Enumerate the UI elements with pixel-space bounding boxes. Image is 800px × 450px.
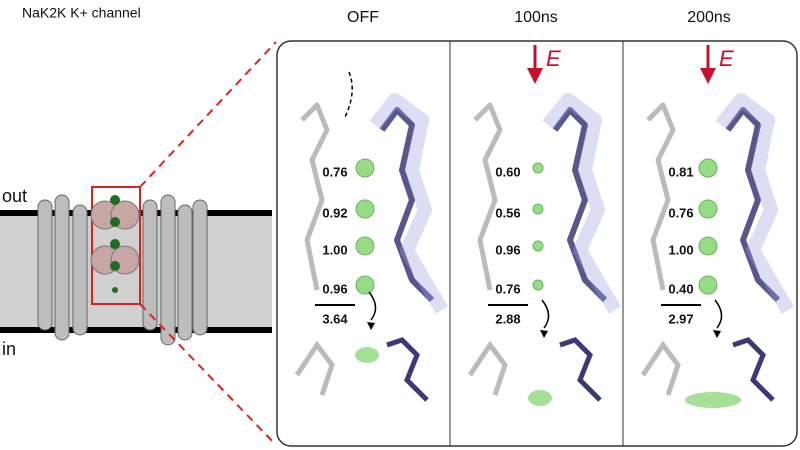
occupancy: 0.76 bbox=[322, 164, 347, 179]
ion-density bbox=[698, 275, 718, 295]
selection-box bbox=[91, 186, 141, 305]
residue-stick-blue bbox=[559, 337, 602, 402]
ion-density bbox=[355, 236, 375, 256]
residue-stick-gray bbox=[467, 340, 508, 396]
panel-title: 100ns bbox=[514, 9, 558, 26]
in-label: in bbox=[2, 339, 16, 359]
zoom-line bbox=[139, 41, 277, 188]
ion-density bbox=[355, 347, 379, 363]
ion-arrow-head bbox=[367, 322, 375, 330]
occupancy: 0.96 bbox=[322, 281, 347, 296]
panel-title: OFF bbox=[347, 9, 379, 26]
helix bbox=[72, 204, 88, 336]
zoom-line bbox=[139, 303, 277, 446]
ion-density bbox=[685, 392, 741, 408]
helix bbox=[192, 199, 208, 336]
occupancy: 0.96 bbox=[495, 242, 520, 257]
ion-arrow bbox=[714, 299, 723, 329]
ion-density bbox=[355, 158, 375, 178]
helix bbox=[177, 204, 193, 341]
pore bbox=[90, 195, 140, 293]
ion bbox=[110, 217, 120, 227]
ion-density bbox=[698, 236, 718, 256]
occupancy: 0.60 bbox=[495, 164, 520, 179]
helix bbox=[160, 194, 176, 346]
out-label: out bbox=[2, 186, 27, 206]
density-mesh bbox=[542, 93, 622, 314]
occupancy: 0.81 bbox=[668, 164, 693, 179]
field-label: E bbox=[546, 46, 561, 71]
density-mesh bbox=[369, 93, 449, 314]
residue-stick-blue bbox=[725, 107, 781, 303]
helix bbox=[142, 199, 158, 331]
ion-density bbox=[698, 158, 718, 178]
ion bbox=[110, 261, 120, 271]
ion-density bbox=[355, 275, 375, 295]
residue-stick-blue bbox=[732, 337, 775, 402]
residue-stick-blue bbox=[379, 107, 435, 303]
occupancy: 1.00 bbox=[322, 242, 347, 257]
residue-stick-gray bbox=[473, 102, 503, 291]
occupancy: 0.56 bbox=[495, 205, 520, 220]
ion-density bbox=[532, 240, 544, 252]
ion-density bbox=[532, 162, 544, 174]
figure-title: NaK2K K+ channel bbox=[22, 5, 141, 21]
residue-stick-gray bbox=[294, 340, 335, 396]
ion-arrow bbox=[541, 299, 550, 329]
helix bbox=[37, 199, 53, 331]
field-label: E bbox=[719, 46, 734, 71]
ion bbox=[110, 195, 120, 205]
protein bbox=[37, 194, 208, 346]
residue-stick-gray bbox=[646, 102, 676, 291]
panel-frame bbox=[276, 40, 798, 447]
residue-stick-gray bbox=[640, 340, 681, 396]
ion bbox=[112, 287, 118, 293]
ion-density bbox=[532, 203, 544, 215]
occupancy: 0.76 bbox=[668, 205, 693, 220]
residue-stick-blue bbox=[552, 107, 608, 303]
density-mesh bbox=[715, 93, 795, 314]
entry-arrow bbox=[344, 71, 353, 118]
ion-density bbox=[528, 390, 552, 406]
field-arrow-head bbox=[700, 68, 716, 84]
occupancy-total: 3.64 bbox=[322, 311, 348, 326]
panel: 200ns 0.81 0.76 1.00 0.40 2.97 E bbox=[640, 9, 795, 408]
occupancy: 0.76 bbox=[495, 281, 520, 296]
ion-arrow-head bbox=[713, 330, 721, 338]
ion-density bbox=[698, 199, 718, 219]
occupancy: 1.00 bbox=[668, 242, 693, 257]
ion bbox=[110, 239, 120, 249]
occupancy: 0.92 bbox=[322, 205, 347, 220]
residue-stick-gray bbox=[300, 102, 330, 291]
panel: 100ns 0.60 0.56 0.96 0.76 2.88 E bbox=[467, 9, 622, 406]
helix bbox=[54, 194, 70, 341]
occupancy-total: 2.88 bbox=[495, 311, 520, 326]
panel-title: 200ns bbox=[687, 9, 731, 26]
panel: OFF 0.76 0.92 1.00 0.96 3.64 bbox=[294, 9, 449, 402]
ion-arrow bbox=[368, 291, 377, 321]
ion-density bbox=[355, 199, 375, 219]
ion-arrow-head bbox=[540, 330, 548, 338]
field-arrow-head bbox=[527, 68, 543, 84]
residue-stick-blue bbox=[386, 337, 429, 402]
occupancy-total: 2.97 bbox=[668, 311, 693, 326]
ion-density bbox=[532, 279, 544, 291]
occupancy: 0.40 bbox=[668, 281, 693, 296]
